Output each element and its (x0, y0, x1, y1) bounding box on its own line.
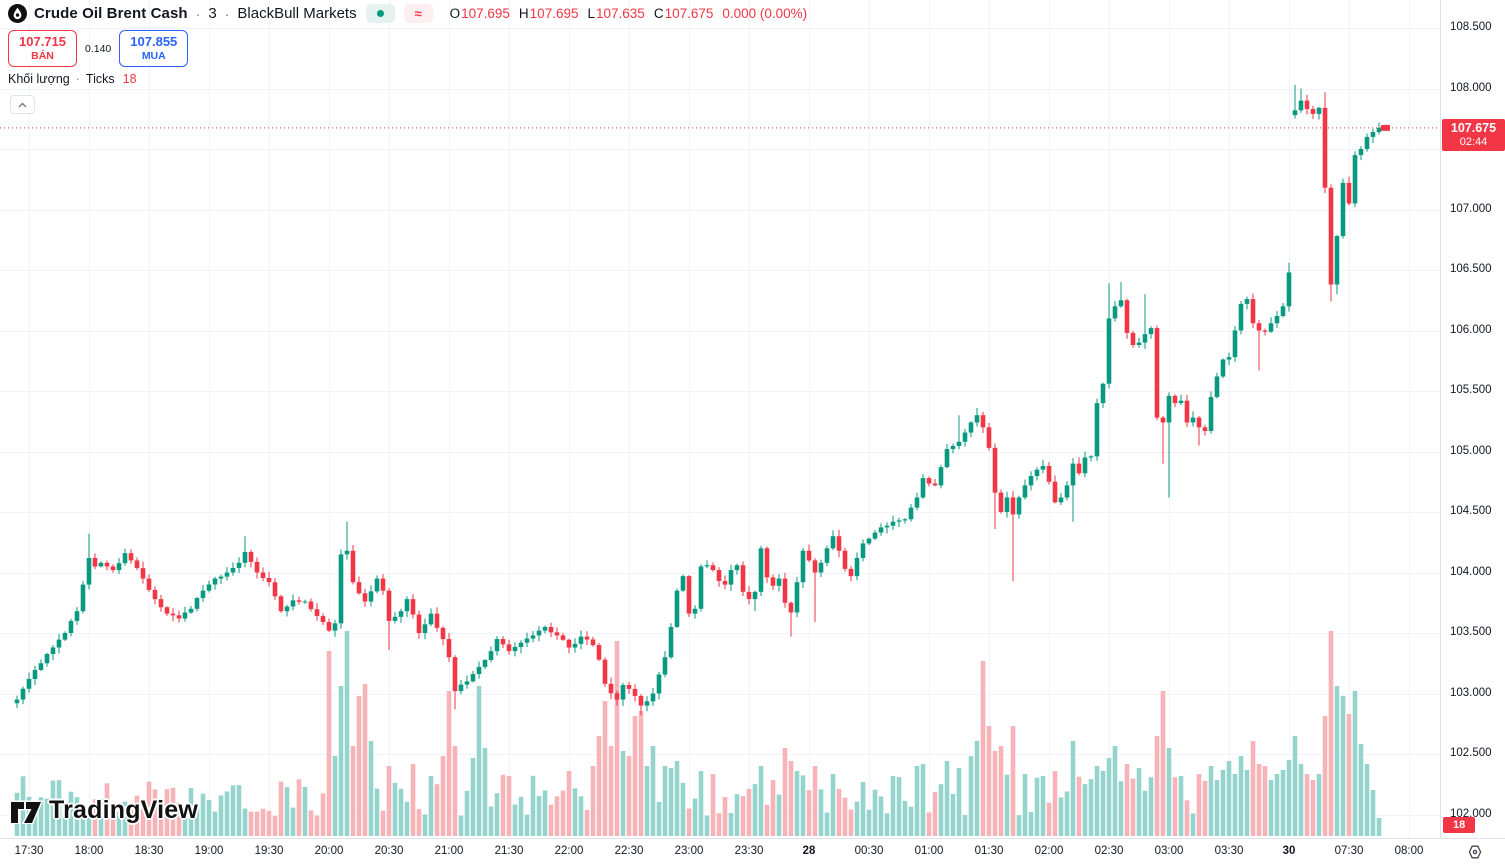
price-scale[interactable]: 102.000 102.500 103.000 103.500 104.000 104.5… (1440, 0, 1505, 838)
buy-label: MUA (141, 50, 166, 62)
symbol-title[interactable]: Crude Oil Brent Cash (34, 5, 188, 22)
sell-button[interactable]: 107.715 BÁN (8, 30, 77, 67)
price-axis-label: 108.500 (1450, 21, 1492, 33)
time-axis-label: 01:30 (974, 845, 1004, 857)
buy-price: 107.855 (130, 34, 178, 49)
high-label: H (518, 6, 529, 21)
title-separator: · (195, 5, 201, 22)
approx-data-icon[interactable]: ≈ (403, 4, 433, 23)
time-axis-label: 02:00 (1034, 845, 1064, 857)
time-axis-label: 28 (802, 845, 816, 857)
time-axis-label: 19:30 (254, 845, 284, 857)
price-axis-label: 106.500 (1450, 263, 1492, 275)
price-axis-label: 107.000 (1450, 202, 1492, 215)
time-axis-label: 21:00 (434, 845, 464, 857)
bar-countdown: 02:44 (1459, 135, 1488, 148)
price-axis-label: 104.000 (1450, 565, 1492, 578)
price-axis-label: 108.000 (1450, 81, 1492, 94)
timezone-settings-button[interactable] (1465, 842, 1485, 862)
sell-price: 107.715 (19, 34, 66, 49)
gear-icon (1468, 845, 1482, 859)
price-axis-label: 102.500 (1450, 747, 1492, 759)
close-value: 107.675 (664, 6, 714, 21)
buy-button[interactable]: 107.855 MUA (119, 30, 189, 67)
time-axis-label: 00:30 (854, 845, 884, 857)
oil-drop-icon (8, 4, 27, 23)
time-axis-label: 08:00 (1394, 845, 1424, 857)
time-scale[interactable]: 17:30 18:00 18:30 19:00 19:30 20:00 20:30 21:00… (0, 838, 1505, 864)
volume-value-badge: 18 (1443, 817, 1476, 833)
price-axis-label: 104.500 (1450, 505, 1492, 517)
last-price-value: 107.675 (1450, 120, 1497, 135)
time-axis-label: 01:00 (914, 845, 944, 857)
time-axis-label: 23:00 (674, 845, 704, 857)
volume-indicator-legend[interactable]: Khối lượng · Ticks 18 (8, 72, 137, 86)
open-label: O (449, 6, 461, 21)
chevron-up-icon (18, 102, 27, 107)
time-axis-label: 07:30 (1334, 845, 1364, 857)
time-axis-label: 23:30 (734, 845, 764, 857)
order-panel: 107.715 BÁN 0.140 107.855 MUA (8, 30, 189, 67)
time-axis-label: 18:00 (74, 845, 104, 857)
interval-value[interactable]: 3 (208, 5, 217, 22)
market-open-status-icon[interactable] (365, 4, 395, 23)
spread-value: 0.140 (85, 42, 112, 55)
price-axis-label: 105.000 (1450, 444, 1492, 457)
volume-last-value: 18 (122, 72, 137, 86)
sell-label: BÁN (31, 50, 54, 62)
exchange-name[interactable]: BlackBull Markets (237, 5, 357, 22)
price-axis-label: 103.000 (1450, 686, 1492, 699)
time-axis-label: 02:30 (1094, 845, 1124, 857)
time-axis-label: 20:00 (314, 845, 344, 857)
green-dot-icon (376, 10, 384, 17)
time-axis-label: 22:30 (614, 845, 644, 857)
time-axis-label: 17:30 (14, 845, 44, 857)
legend-separator: · (75, 72, 80, 86)
price-axis-label: 103.500 (1450, 626, 1492, 638)
time-axis-label: 03:00 (1154, 845, 1184, 857)
price-axis-label: 105.500 (1450, 384, 1492, 396)
high-value: 107.695 (529, 6, 579, 21)
volume-indicator-name: Khối lượng (8, 72, 70, 86)
change-value: 0.000 (0.00%) (722, 6, 808, 21)
time-axis-label: 20:30 (374, 845, 404, 857)
volume-source: Ticks (85, 72, 115, 86)
low-value: 107.635 (596, 6, 645, 21)
time-axis-label: 21:30 (494, 845, 524, 857)
time-axis-label: 03:30 (1214, 845, 1244, 857)
title-separator: · (224, 5, 230, 22)
time-axis-label: 19:00 (194, 845, 224, 857)
price-chart-canvas[interactable] (0, 0, 1440, 838)
price-axis-label: 106.000 (1450, 323, 1492, 336)
time-axis-label: 30 (1282, 845, 1296, 857)
low-label: L (587, 6, 595, 21)
chart-legend: Crude Oil Brent Cash · 3 · BlackBull Mar… (8, 4, 807, 23)
ohlc-readout: O 107.695 H 107.695 L 107.635 C 107.675 0.00… (450, 6, 808, 21)
time-axis-label: 22:00 (554, 845, 584, 857)
time-axis-label: 18:30 (134, 845, 164, 857)
price-axis-label: 102.000 (1450, 807, 1492, 820)
collapse-panel-button[interactable] (10, 95, 35, 114)
close-label: C (653, 6, 664, 21)
open-value: 107.695 (461, 6, 510, 21)
last-price-badge: 107.675 02:44 (1442, 118, 1505, 151)
